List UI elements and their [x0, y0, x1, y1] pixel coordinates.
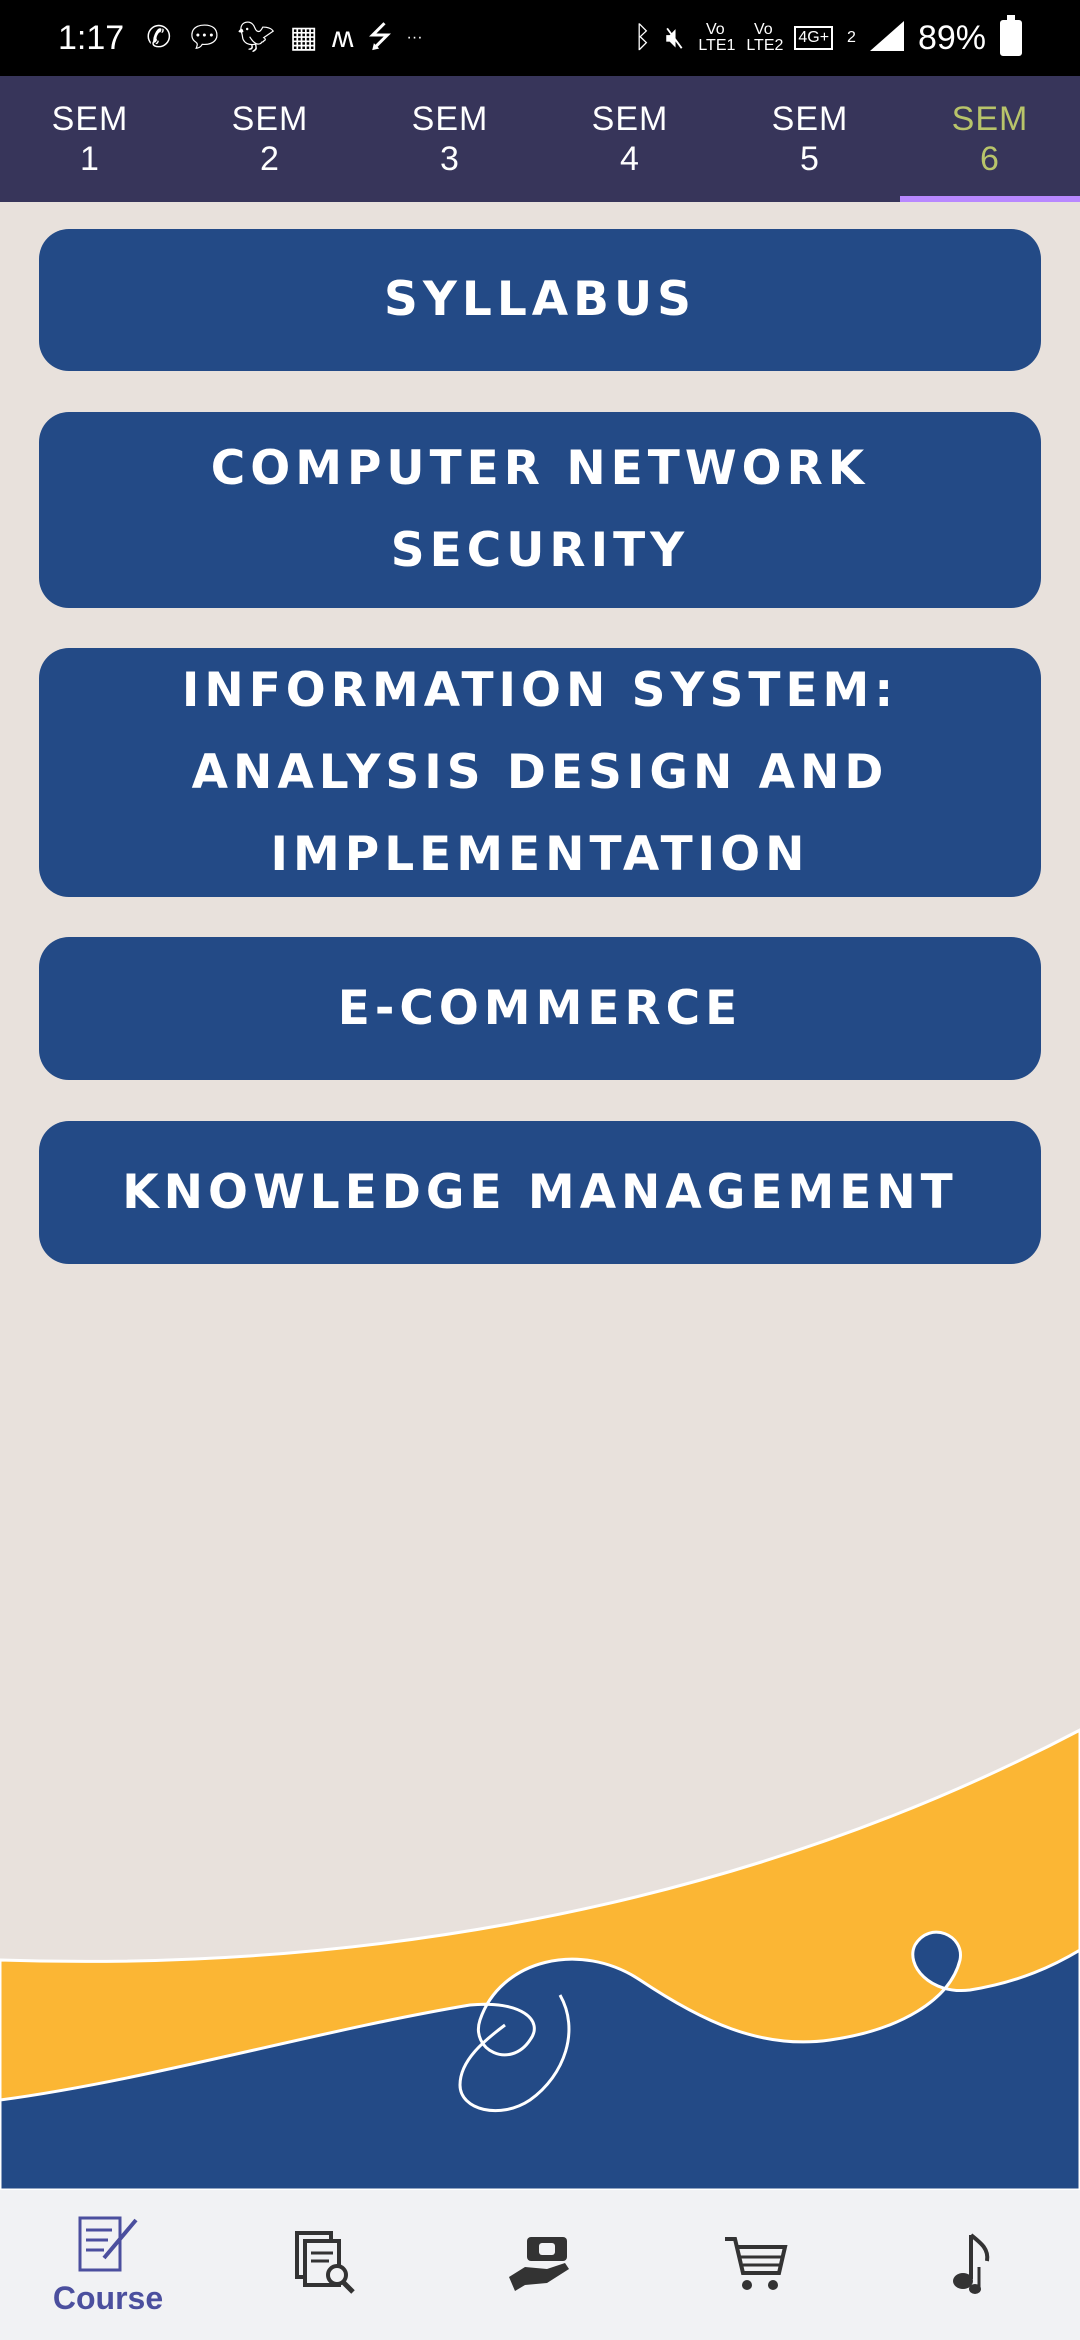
twitter-icon: 🐦︎ [237, 21, 276, 54]
battery-percent: 89% [917, 18, 986, 57]
messages-icon: 💬︎ [185, 21, 224, 54]
whatsapp-icon: ✆ [146, 21, 172, 54]
bottom-navigation: Course [0, 2190, 1080, 2340]
documents-search-icon [291, 2231, 357, 2299]
overflow-dots: ··· [406, 29, 423, 46]
tab-number: 2 [260, 140, 280, 178]
information-system-button[interactable]: INFORMATION SYSTEM: ANALYSIS DESIGN AND … [39, 648, 1041, 897]
tab-number: 1 [80, 140, 100, 178]
lte2-indicator: Vo LTE2 [746, 21, 784, 54]
donate-hand-icon [507, 2233, 573, 2297]
course-icon [76, 2214, 140, 2278]
tab-sem-4[interactable]: SEM 4 [540, 76, 720, 202]
nav-music[interactable] [892, 2231, 1052, 2299]
cart-icon [723, 2233, 789, 2297]
wave-decoration [0, 1728, 1080, 2190]
tab-number: 5 [800, 140, 820, 178]
status-time: 1:17 [58, 18, 125, 57]
e-commerce-button[interactable]: E-COMMERCE [39, 937, 1041, 1080]
tab-label: SEM [591, 100, 669, 138]
nav-documents[interactable] [244, 2231, 404, 2299]
status-left: 1:17 ✆ 💬︎ 🐦︎ ▦ ʍ ⭍ ··· [58, 19, 423, 58]
knowledge-management-button[interactable]: KNOWLEDGE MANAGEMENT [39, 1121, 1041, 1264]
nav-course-label: Course [52, 2279, 164, 2316]
lte1-indicator: Vo LTE1 [698, 21, 736, 54]
syllabus-button[interactable]: SYLLABUS [39, 229, 1041, 371]
music-icon [947, 2231, 997, 2299]
tab-sem-5[interactable]: SEM 5 [720, 76, 900, 202]
tab-sem-6[interactable]: SEM 6 [900, 76, 1080, 202]
tab-label: SEM [411, 100, 489, 138]
nav-donate[interactable] [460, 2233, 620, 2297]
tab-sem-1[interactable]: SEM 1 [0, 76, 180, 202]
nav-cart[interactable] [676, 2233, 836, 2297]
tab-number: 6 [980, 140, 1000, 178]
battery-icon [1000, 15, 1022, 56]
calendar-icon: ▦ [289, 21, 318, 54]
status-bar: 1:17 ✆ 💬︎ 🐦︎ ▦ ʍ ⭍ ··· ᛒ 🔇︎ Vo LTE1 Vo L… [0, 0, 1080, 76]
sim-indicator: 2 [847, 29, 856, 46]
tab-number: 3 [440, 140, 460, 178]
tab-label: SEM [771, 100, 849, 138]
myntra-icon: ʍ [331, 21, 354, 54]
tab-sem-3[interactable]: SEM 3 [360, 76, 540, 202]
usb-icon: ⭍ [367, 21, 393, 54]
nav-course[interactable]: Course [28, 2214, 188, 2317]
signal-icon [869, 20, 904, 56]
mute-vibrate-icon: 🔇︎ [665, 21, 685, 54]
computer-network-security-button[interactable]: COMPUTER NETWORK SECURITY [39, 412, 1041, 608]
tab-number: 4 [620, 140, 640, 178]
semester-tab-bar: SEM 1 SEM 2 SEM 3 SEM 4 SEM 5 SEM 6 [0, 76, 1080, 202]
tab-label: SEM [51, 100, 129, 138]
network-type: 4G+ [794, 26, 834, 50]
tab-label: SEM [231, 100, 309, 138]
status-right: ᛒ 🔇︎ Vo LTE1 Vo LTE2 4G+ 2 89% [633, 15, 1022, 58]
tab-sem-2[interactable]: SEM 2 [180, 76, 360, 202]
tab-label: SEM [951, 100, 1029, 138]
bluetooth-icon: ᛒ [633, 21, 652, 54]
